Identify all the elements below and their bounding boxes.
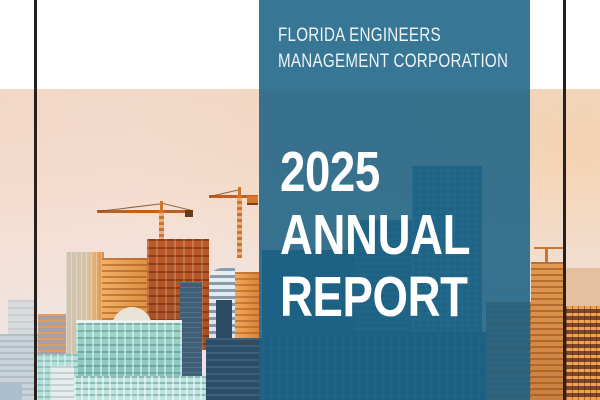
construction-crane-hook [185,210,193,217]
skyline-building [0,384,22,400]
construction-crane-mast [545,247,548,263]
report-title-line2: ANNUAL [280,202,471,267]
report-title-year: 2025 [280,140,380,204]
construction-crane-mast [159,210,164,248]
org-name: FLORIDA ENGINEERS MANAGEMENT CORPORATION [278,23,508,74]
construction-crane-jib [97,210,193,213]
brand-panel: FLORIDA ENGINEERS MANAGEMENT CORPORATION… [259,0,530,400]
construction-crane-apex [238,187,241,196]
frame-line-right [563,0,566,400]
frame-line-left [34,0,37,400]
report-title-line3: REPORT [280,265,468,329]
construction-crane-jib [209,195,258,198]
org-name-line2: MANAGEMENT CORPORATION [278,50,509,72]
construction-crane-counterweight [247,196,258,205]
skyline-building [52,366,74,400]
building-glass-aqua [74,376,206,400]
skyline-building [531,262,564,400]
construction-crane-jib [534,247,566,249]
construction-crane-mast [237,195,242,258]
skyline-building [206,338,262,400]
construction-crane-apex [160,201,163,211]
skyline-building [180,282,202,400]
report-title: 2025 ANNUAL REPORT [280,140,471,329]
org-name-line1: FLORIDA ENGINEERS [278,25,441,46]
building-lit-windows [566,306,600,400]
